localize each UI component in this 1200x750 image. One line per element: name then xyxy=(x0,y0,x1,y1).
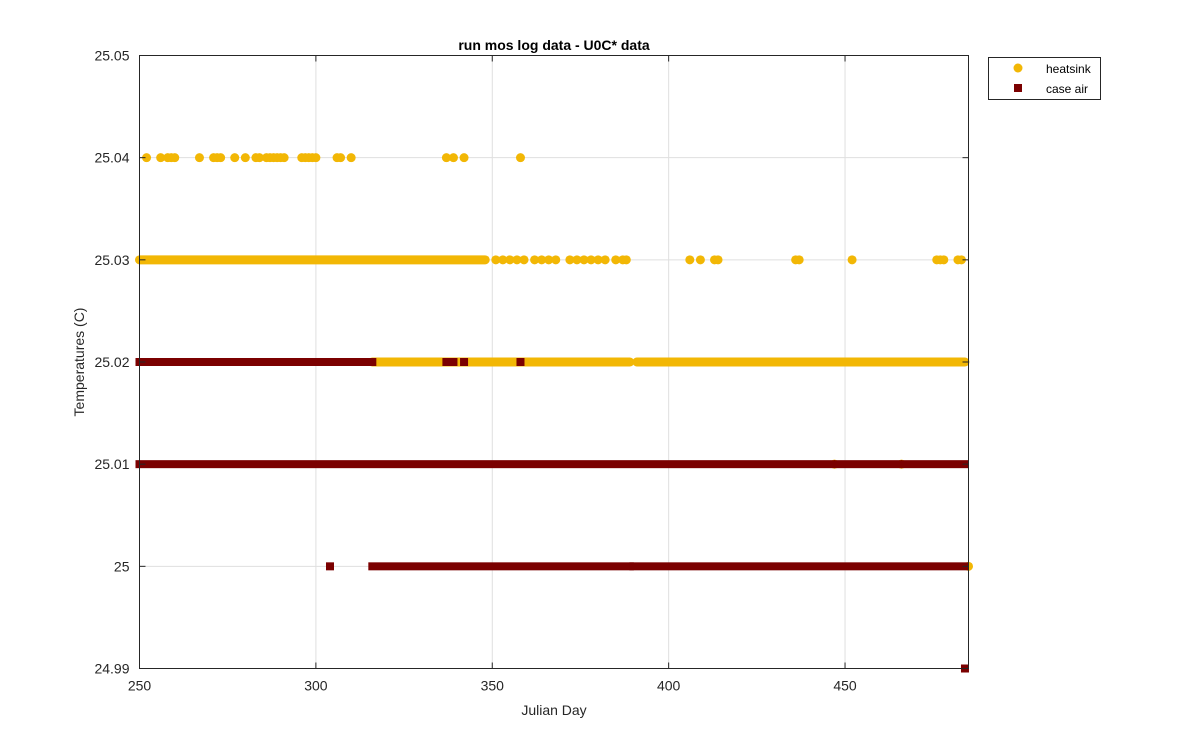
tick-marks: 250 300 350 400 450 24.99 25 25.01 25.02 25.03 25.… xyxy=(94,48,969,694)
data-point xyxy=(230,153,240,163)
data-point xyxy=(695,255,705,265)
legend-label-case-air: case air xyxy=(1046,82,1088,96)
x-tick-label: 450 xyxy=(833,678,857,694)
data-point xyxy=(448,153,458,163)
y-tick-label: 25 xyxy=(114,558,130,574)
x-tick-label: 300 xyxy=(304,678,328,694)
data-point-run xyxy=(156,358,193,366)
data-point xyxy=(216,153,226,163)
data-point xyxy=(519,255,529,265)
data-point xyxy=(685,255,695,265)
data-point xyxy=(516,358,525,366)
data-point xyxy=(565,255,575,265)
y-tick-label: 25.01 xyxy=(94,456,129,472)
legend-box xyxy=(988,57,1101,100)
data-point-run xyxy=(230,358,377,366)
y-tick-label: 24.99 xyxy=(94,661,129,677)
y-axis-label: Temperatures (C) xyxy=(71,308,87,417)
data-point xyxy=(279,153,289,163)
data-point xyxy=(170,153,180,163)
legend-marker-case-air xyxy=(1014,84,1022,92)
data-point xyxy=(621,255,631,265)
data-point xyxy=(544,255,554,265)
data-point-run xyxy=(135,255,490,265)
data-point xyxy=(956,255,966,265)
data-point xyxy=(579,255,589,265)
data-point-run xyxy=(368,562,634,571)
data-point xyxy=(336,153,346,163)
legend-marker-heatsink xyxy=(1013,63,1023,73)
data-point xyxy=(600,255,610,265)
data-point xyxy=(311,153,321,163)
data-point xyxy=(460,358,469,366)
x-tick-label: 400 xyxy=(657,678,681,694)
data-point-run xyxy=(135,460,835,469)
data-point xyxy=(586,255,596,265)
data-point xyxy=(572,255,582,265)
data-point xyxy=(491,255,501,265)
data-point xyxy=(240,153,250,163)
data-point xyxy=(847,255,857,265)
data-point xyxy=(593,255,603,265)
data-point xyxy=(713,255,723,265)
data-point xyxy=(530,255,540,265)
legend: heatsink case air xyxy=(988,57,1101,100)
data-point-run xyxy=(901,460,969,469)
data-point xyxy=(459,153,469,163)
y-tick-label: 25.04 xyxy=(94,150,129,166)
data-point xyxy=(346,153,356,163)
y-tick-label: 25.05 xyxy=(94,48,129,64)
data-point xyxy=(939,255,949,265)
data-point-run xyxy=(629,562,969,571)
legend-label-heatsink: heatsink xyxy=(1046,62,1092,76)
data-point xyxy=(537,255,547,265)
data-point xyxy=(254,153,264,163)
data-point xyxy=(441,153,451,163)
data-point xyxy=(515,153,525,163)
data-layer xyxy=(135,153,973,673)
data-point-run xyxy=(833,460,902,469)
series-case-air xyxy=(135,358,969,673)
x-tick-label: 350 xyxy=(481,678,505,694)
data-point-run xyxy=(632,357,970,367)
data-point-run xyxy=(191,358,232,366)
data-point-run xyxy=(367,357,635,367)
data-point xyxy=(156,153,166,163)
data-point-run xyxy=(135,358,158,366)
data-point xyxy=(498,255,508,265)
data-point xyxy=(505,255,515,265)
data-point xyxy=(551,255,561,265)
chart-title: run mos log data - U0C* data xyxy=(458,37,650,53)
x-tick-label: 250 xyxy=(128,678,152,694)
data-point xyxy=(611,255,621,265)
data-point xyxy=(325,562,334,571)
data-point xyxy=(794,255,804,265)
data-point xyxy=(512,255,522,265)
data-point xyxy=(194,153,204,163)
y-tick-label: 25.02 xyxy=(94,354,129,370)
data-point xyxy=(449,358,458,366)
y-tick-label: 25.03 xyxy=(94,252,129,268)
data-point xyxy=(142,153,152,163)
x-axis-label: Julian Day xyxy=(521,702,586,718)
